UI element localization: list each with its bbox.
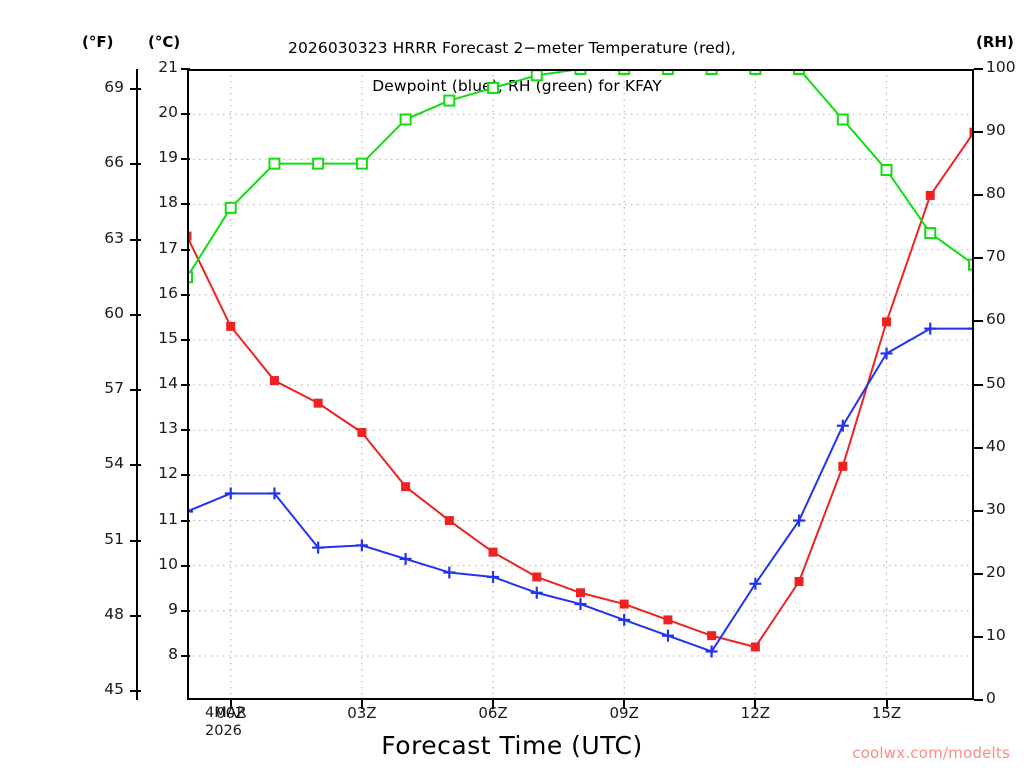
fahrenheit-tick-label: 54 (104, 454, 124, 473)
xaxis-title: Forecast Time (UTC) (381, 731, 643, 760)
rh-tick-label: 40 (986, 436, 1006, 455)
xaxis-tick-mark (360, 700, 363, 709)
xaxis-tick-label: 09Z (609, 704, 639, 722)
celsius-tick-label: 11 (158, 509, 178, 528)
fahrenheit-tick-label: 69 (104, 78, 124, 97)
rh-tick-label: 0 (986, 689, 996, 707)
rh-tick-mark (974, 446, 983, 449)
fahrenheit-tick-mark (130, 464, 141, 467)
rh-tick-label: 70 (986, 247, 1006, 266)
axis-caption-rh: (RH) (976, 33, 1014, 51)
rh-tick-label: 80 (986, 184, 1006, 203)
fahrenheit-tick-mark (130, 88, 141, 91)
rh-tick-mark (974, 572, 983, 575)
rh-tick-mark (974, 509, 983, 512)
fahrenheit-tick-label: 60 (104, 303, 124, 322)
celsius-tick-label: 17 (158, 238, 178, 257)
rh-tick-mark (974, 383, 983, 386)
fahrenheit-tick-mark (130, 238, 141, 241)
series-temperature (187, 127, 974, 652)
celsius-tick-mark (181, 519, 190, 522)
fahrenheit-tick-label: 57 (104, 379, 124, 398)
rh-tick-mark (974, 131, 983, 134)
celsius-tick-mark (181, 248, 190, 251)
xaxis-tick-mark (229, 700, 232, 709)
rh-tick-label: 60 (986, 310, 1006, 329)
rh-tick-label: 100 (986, 58, 1016, 76)
fahrenheit-tick-label: 66 (104, 153, 124, 172)
fahrenheit-axis-spine (136, 69, 138, 700)
fahrenheit-tick-label: 63 (104, 228, 124, 247)
fahrenheit-tick-label: 51 (104, 529, 124, 548)
celsius-tick-label: 8 (168, 645, 178, 663)
rh-tick-label: 90 (986, 121, 1006, 140)
celsius-tick-mark (181, 474, 190, 477)
rh-tick-label: 10 (986, 625, 1006, 644)
title-line-1: 2026030323 HRRR Forecast 2−meter Tempera… (288, 39, 736, 57)
rh-tick-mark (974, 194, 983, 197)
series-dewpoint (187, 322, 974, 658)
xaxis-tick-label: 06Z (478, 704, 508, 722)
rh-tick-mark (974, 257, 983, 260)
plot-frame (187, 69, 974, 700)
celsius-tick-label: 14 (158, 374, 178, 393)
celsius-tick-label: 12 (158, 464, 178, 483)
celsius-tick-mark (181, 429, 190, 432)
celsius-tick-label: 9 (168, 599, 178, 618)
celsius-tick-label: 13 (158, 419, 178, 438)
celsius-tick-label: 15 (158, 328, 178, 347)
plot-svg (187, 69, 974, 700)
rh-tick-mark (974, 699, 983, 701)
xaxis-tick-label: 15Z (871, 704, 902, 722)
celsius-tick-mark (181, 609, 190, 612)
axis-caption-fahrenheit: (°F) (82, 33, 114, 51)
fahrenheit-tick-mark (130, 614, 141, 617)
celsius-tick-mark (181, 384, 190, 387)
celsius-tick-label: 10 (158, 554, 178, 573)
fahrenheit-tick-mark (130, 389, 141, 392)
celsius-tick-mark (181, 203, 190, 206)
celsius-tick-label: 19 (158, 148, 178, 167)
rh-tick-mark (974, 320, 983, 323)
celsius-tick-mark (181, 113, 190, 116)
series-rh (187, 69, 974, 284)
xaxis-tick-mark (623, 700, 626, 709)
celsius-tick-mark (181, 564, 190, 567)
celsius-tick-label: 18 (158, 193, 178, 212)
xaxis-tick-mark (885, 700, 888, 709)
xaxis-tick-mark (754, 700, 757, 709)
fahrenheit-tick-label: 45 (104, 680, 124, 699)
celsius-tick-mark (181, 293, 190, 296)
axis-caption-celsius: (°C) (148, 33, 181, 51)
celsius-tick-mark (181, 68, 190, 70)
watermark: coolwx.com/modelts (852, 744, 1010, 762)
date-day: 4MAR (205, 705, 247, 721)
rh-tick-label: 30 (986, 499, 1006, 518)
xaxis-tick-label: 00Z (216, 704, 246, 722)
celsius-tick-label: 16 (158, 283, 178, 302)
plot-area (187, 69, 974, 700)
xaxis-tick-mark (492, 700, 495, 709)
date-year: 2026 (205, 722, 242, 739)
celsius-tick-mark (181, 338, 190, 341)
celsius-tick-mark (181, 655, 190, 657)
celsius-tick-mark (181, 158, 190, 161)
xaxis-tick-label: 12Z (740, 704, 771, 722)
rh-tick-mark (974, 635, 983, 638)
xaxis-tick-label: 03Z (347, 704, 377, 722)
fahrenheit-tick-mark (130, 690, 141, 693)
fahrenheit-tick-mark (130, 313, 141, 316)
celsius-tick-label: 21 (158, 58, 178, 76)
rh-tick-label: 20 (986, 562, 1006, 581)
celsius-tick-label: 20 (158, 103, 178, 122)
fahrenheit-tick-label: 48 (104, 604, 124, 623)
forecast-date-block: 4MAR 2026 (197, 705, 267, 740)
fahrenheit-tick-mark (130, 539, 141, 542)
fahrenheit-tick-mark (130, 163, 141, 166)
rh-tick-mark (974, 68, 983, 70)
rh-tick-label: 50 (986, 373, 1006, 392)
